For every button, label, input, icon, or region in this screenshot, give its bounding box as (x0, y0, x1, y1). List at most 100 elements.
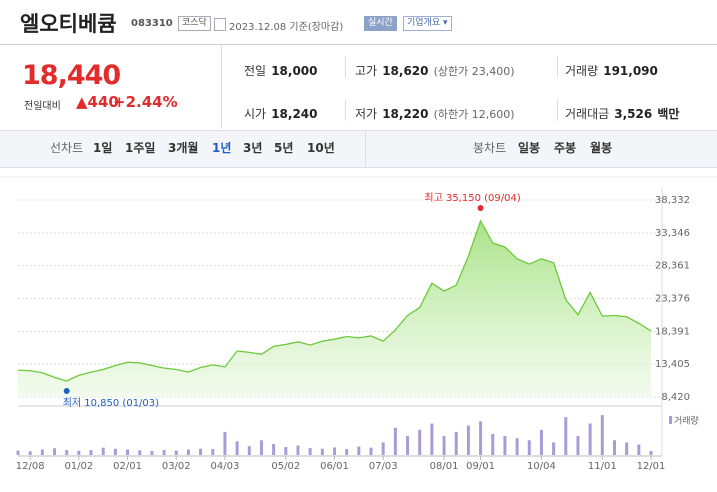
divider (345, 99, 346, 121)
x-tick-label: 10/04 (527, 461, 556, 472)
stat-label: 저가 (355, 107, 378, 121)
stat-note: (상한가 23,400) (433, 65, 515, 78)
x-tick-label: 12/08 (16, 461, 45, 472)
x-tick-label: 05/02 (271, 461, 300, 472)
period-tab[interactable]: 1일 (93, 141, 113, 155)
y-tick-label: 13,405 (655, 359, 690, 370)
market-badge: 코스닥 (178, 16, 211, 31)
y-tick-label: 33,346 (655, 228, 690, 239)
volume-bar (138, 450, 142, 455)
y-tick-label: 38,332 (655, 195, 690, 206)
stat-value: 18,220 (382, 107, 429, 121)
volume-bar (162, 449, 166, 455)
volume-bar (28, 451, 32, 455)
volume-bar (612, 440, 616, 455)
company-button-label: 기업개요 (407, 18, 441, 28)
period-tab[interactable]: 5년 (274, 141, 294, 155)
x-tick-label: 11/01 (588, 461, 617, 472)
volume-bar (393, 427, 397, 455)
divider (345, 56, 346, 78)
volume-bar (296, 445, 300, 455)
volume-bar (259, 440, 263, 455)
volume-bar (174, 450, 178, 455)
period-tab[interactable]: 1주일 (125, 141, 156, 155)
stat-value: 3,526 (614, 107, 653, 121)
volume-bar (576, 436, 580, 455)
x-tick-label: 02/01 (113, 461, 142, 472)
area-fill (18, 220, 651, 397)
stat-label: 고가 (355, 64, 378, 78)
x-tick-label: 01/02 (64, 461, 93, 472)
volume-bar (527, 440, 531, 455)
volume-bar (211, 449, 215, 455)
volume-bar (40, 449, 44, 455)
volume-bar (77, 450, 81, 455)
divider (221, 45, 222, 129)
volume-bar (113, 448, 117, 455)
candle-tab[interactable]: 주봉 (554, 141, 577, 155)
stat-value: 191,090 (603, 64, 658, 78)
volume-bar (515, 438, 519, 455)
volume-bar (381, 442, 385, 455)
volume-bar (625, 442, 629, 455)
period-tab[interactable]: 3개월 (168, 141, 199, 155)
volume-bar (442, 436, 446, 455)
period-tab[interactable]: 3년 (243, 141, 263, 155)
stock-code: 083310 (131, 18, 173, 29)
tab-label: 봉차트 (473, 141, 507, 155)
tab-label: 선차트 (50, 141, 84, 155)
divider (557, 99, 558, 121)
volume-bar (272, 444, 276, 455)
volume-bar (16, 450, 20, 455)
min-marker (63, 387, 70, 394)
volume-bar (503, 436, 507, 455)
x-tick-label: 04/03 (211, 461, 240, 472)
volume-bar (235, 441, 239, 455)
volume-bar (406, 436, 410, 455)
x-tick-label: 12/01 (637, 461, 666, 472)
volume-bar (333, 447, 336, 455)
x-tick-label: 03/02 (162, 461, 191, 472)
period-tab[interactable]: 10년 (307, 141, 335, 155)
volume-bar (649, 450, 653, 455)
legend-label: 거래량 (674, 415, 699, 427)
volume-bar (308, 448, 312, 455)
company-button[interactable]: 기업개요 ▾ (403, 16, 452, 31)
x-tick-label: 08/01 (430, 461, 459, 472)
current-price: 18,440 (22, 60, 121, 91)
stat-label: 시가 (244, 107, 267, 121)
volume-bar (89, 450, 93, 455)
divider (557, 56, 558, 78)
max-label: 최고 35,150 (09/04) (424, 192, 520, 204)
volume-bar (53, 448, 57, 455)
volume-bar (564, 417, 568, 455)
volume-bar (588, 423, 592, 455)
stat-unit: 백만 (657, 107, 680, 121)
volume-bar (345, 449, 349, 455)
volume-bar (223, 431, 227, 455)
period-tab[interactable]: 1년 (212, 141, 232, 155)
y-tick-label: 8,420 (661, 392, 690, 403)
change-label: 전일대비 (24, 101, 61, 112)
change-rate: +2.44% (113, 93, 178, 111)
volume-bar (491, 434, 495, 455)
stat-value: 18,000 (271, 64, 318, 78)
volume-bar (126, 449, 130, 455)
divider (365, 131, 366, 166)
volume-bar (320, 448, 324, 455)
max-marker (477, 204, 484, 211)
stat: 시가 18,240 (244, 103, 318, 122)
volume-bar (65, 449, 69, 455)
price-line (17, 219, 652, 382)
stat: 전일 18,000 (244, 60, 318, 79)
base-date: 2023.12.08 기준(장마감) (229, 22, 344, 33)
stat-note: (하한가 12,600) (433, 108, 515, 121)
volume-bar (369, 447, 373, 455)
volume-bar (466, 425, 470, 455)
tab-bar (0, 130, 717, 168)
candle-tab[interactable]: 월봉 (590, 141, 613, 155)
candle-tab[interactable]: 일봉 (518, 141, 541, 155)
realtime-button[interactable]: 실시간 (364, 16, 397, 31)
